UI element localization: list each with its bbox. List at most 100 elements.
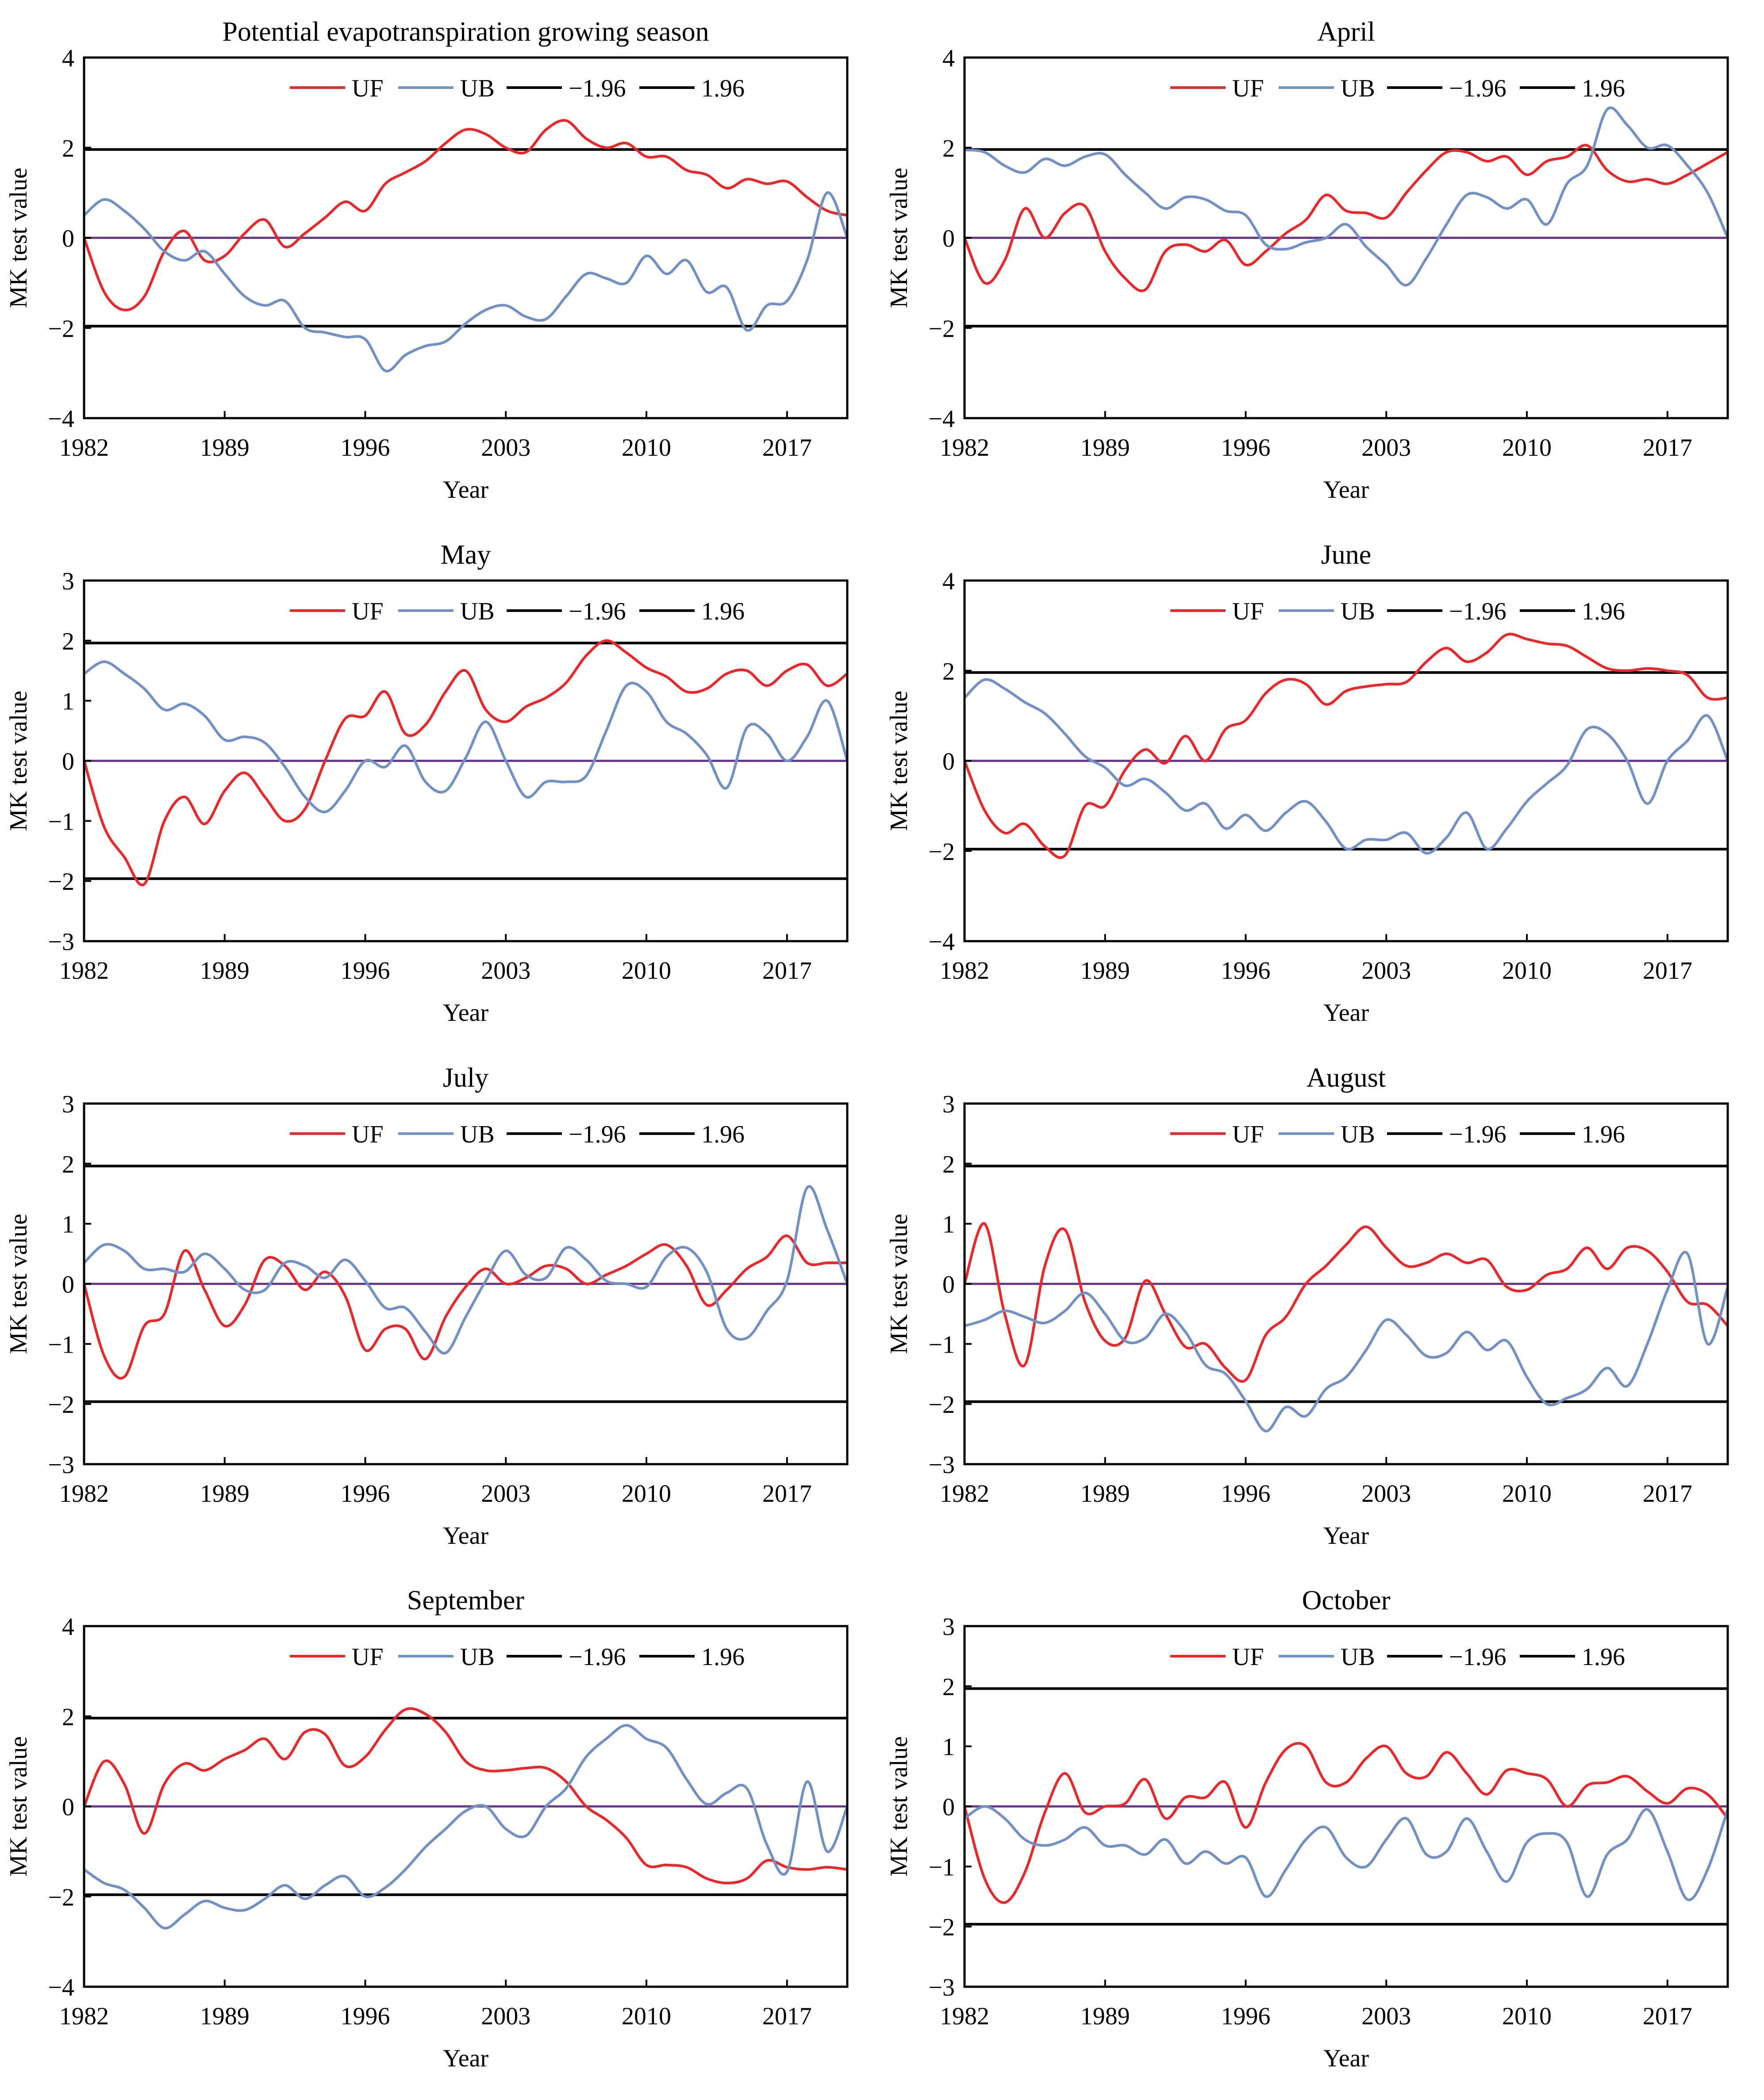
- legend-pos-label: 1.96: [701, 1121, 745, 1148]
- chart-title: Potential evapotranspiration growing sea…: [222, 17, 709, 47]
- x-tick-label: 1982: [59, 957, 109, 985]
- series-line-uf: [965, 144, 1728, 292]
- x-tick-label: 1989: [200, 434, 250, 462]
- y-tick-label: −2: [928, 315, 955, 342]
- chart-title: May: [441, 540, 491, 570]
- x-tick-label: 2003: [1361, 2003, 1411, 2030]
- legend-ub-label: UB: [460, 75, 495, 102]
- x-axis-label: Year: [1323, 999, 1369, 1027]
- x-axis-label: Year: [1323, 2045, 1369, 2072]
- legend: UF UB −1.96 1.96: [1170, 75, 1625, 102]
- x-tick-label: 1996: [341, 1480, 390, 1508]
- x-tick-label: 1989: [1080, 957, 1130, 985]
- y-axis-label: MK test value: [5, 691, 32, 831]
- series-line-uf: [965, 633, 1728, 859]
- y-tick-label: −1: [928, 1331, 955, 1358]
- x-tick-label: 2017: [762, 2003, 812, 2030]
- x-tick-label: 1996: [1221, 1480, 1271, 1508]
- x-tick-label: 2003: [481, 1480, 530, 1508]
- y-tick-label: 2: [62, 628, 74, 655]
- legend-uf-label: UF: [1232, 75, 1264, 102]
- series-line-uf: [84, 1234, 847, 1380]
- legend-neg-label: −1.96: [1449, 1121, 1507, 1148]
- legend: UF UB −1.96 1.96: [1170, 1121, 1625, 1148]
- y-axis-label: MK test value: [5, 1736, 32, 1877]
- y-tick-label: 2: [942, 658, 955, 685]
- x-tick-label: 2010: [1502, 1480, 1552, 1508]
- chart-panel-5: July 1982 1989 1996 2003 2010 2017 −3 −2 −1 0 1 2 3 Ye…: [5, 1063, 849, 1550]
- series-line-ub: [84, 660, 847, 814]
- y-tick-label: 4: [942, 568, 955, 595]
- x-tick-label: 2017: [1643, 434, 1692, 462]
- series-line-uf: [965, 1742, 1728, 1904]
- y-tick-label: −2: [48, 868, 74, 896]
- x-tick-label: 1996: [341, 2003, 390, 2030]
- x-tick-label: 2010: [622, 434, 671, 462]
- y-tick-label: 0: [942, 748, 955, 776]
- x-tick-label: 2010: [622, 1480, 671, 1508]
- y-tick-label: −2: [928, 1914, 955, 1941]
- chart-panel-2: April 1982 1989 1996 2003 2010 2017 −4 −2 0 2 4 Year…: [885, 17, 1729, 504]
- y-tick-label: −1: [928, 1854, 955, 1881]
- y-tick-label: 2: [62, 1704, 74, 1731]
- chart-title: October: [1302, 1585, 1391, 1615]
- y-axis-label: MK test value: [885, 691, 913, 831]
- x-tick-label: 2010: [1502, 434, 1552, 462]
- legend-ub-label: UB: [460, 598, 495, 625]
- y-tick-label: 0: [62, 748, 74, 776]
- legend: UF UB −1.96 1.96: [290, 75, 745, 102]
- x-tick-label: 1996: [341, 957, 390, 985]
- legend-pos-label: 1.96: [1582, 1643, 1625, 1671]
- y-tick-label: −3: [48, 1451, 74, 1479]
- y-tick-label: 4: [942, 45, 955, 72]
- x-tick-label: 1989: [200, 1480, 250, 1508]
- y-axis-label: MK test value: [885, 1736, 913, 1877]
- y-tick-label: −4: [928, 405, 955, 433]
- legend: UF UB −1.96 1.96: [1170, 598, 1625, 625]
- x-tick-label: 1982: [940, 434, 989, 462]
- legend-pos-label: 1.96: [701, 75, 745, 102]
- y-tick-label: 3: [942, 1613, 955, 1641]
- x-tick-label: 1996: [1221, 434, 1271, 462]
- legend-neg-label: −1.96: [569, 598, 626, 625]
- legend-ub-label: UB: [460, 1643, 495, 1671]
- y-tick-label: 1: [62, 688, 74, 715]
- legend-pos-label: 1.96: [701, 1643, 745, 1671]
- x-tick-label: 1996: [341, 434, 390, 462]
- legend: UF UB −1.96 1.96: [290, 1643, 745, 1671]
- legend-neg-label: −1.96: [1449, 598, 1507, 625]
- legend-uf-label: UF: [352, 1121, 384, 1148]
- series-line-ub: [965, 678, 1728, 855]
- y-tick-label: 0: [942, 1271, 955, 1299]
- y-tick-label: 0: [942, 1794, 955, 1821]
- legend: UF UB −1.96 1.96: [290, 1121, 745, 1148]
- chart-title: April: [1317, 17, 1375, 47]
- series-line-ub: [965, 1251, 1728, 1433]
- chart-panel-4: June 1982 1989 1996 2003 2010 2017 −4 −2 0 2 4 Year M…: [885, 540, 1729, 1027]
- y-tick-label: 4: [62, 1613, 74, 1641]
- y-tick-label: −1: [48, 1331, 74, 1358]
- y-tick-label: −3: [48, 928, 74, 956]
- x-tick-label: 2010: [622, 957, 671, 985]
- y-tick-label: 0: [62, 225, 74, 253]
- y-tick-label: 3: [942, 1091, 955, 1118]
- x-tick-label: 2003: [1361, 1480, 1411, 1508]
- y-axis-label: MK test value: [5, 168, 32, 308]
- x-tick-label: 2003: [481, 434, 530, 462]
- legend-uf-label: UF: [1232, 598, 1264, 625]
- x-axis-label: Year: [1323, 1522, 1369, 1550]
- legend-ub-label: UB: [460, 1121, 495, 1148]
- x-tick-label: 2010: [1502, 957, 1552, 985]
- y-tick-label: −2: [48, 1884, 74, 1911]
- legend-pos-label: 1.96: [1582, 1121, 1625, 1148]
- series-line-ub: [84, 191, 847, 373]
- chart-title: June: [1321, 540, 1372, 570]
- chart-panel-1: Potential evapotranspiration growing sea…: [5, 17, 849, 504]
- y-tick-label: 0: [942, 225, 955, 253]
- legend-ub-label: UB: [1341, 1121, 1375, 1148]
- legend-neg-label: −1.96: [569, 1121, 626, 1148]
- y-tick-label: 3: [62, 568, 74, 595]
- x-tick-label: 1982: [940, 2003, 989, 2030]
- series-line-uf: [965, 1222, 1728, 1383]
